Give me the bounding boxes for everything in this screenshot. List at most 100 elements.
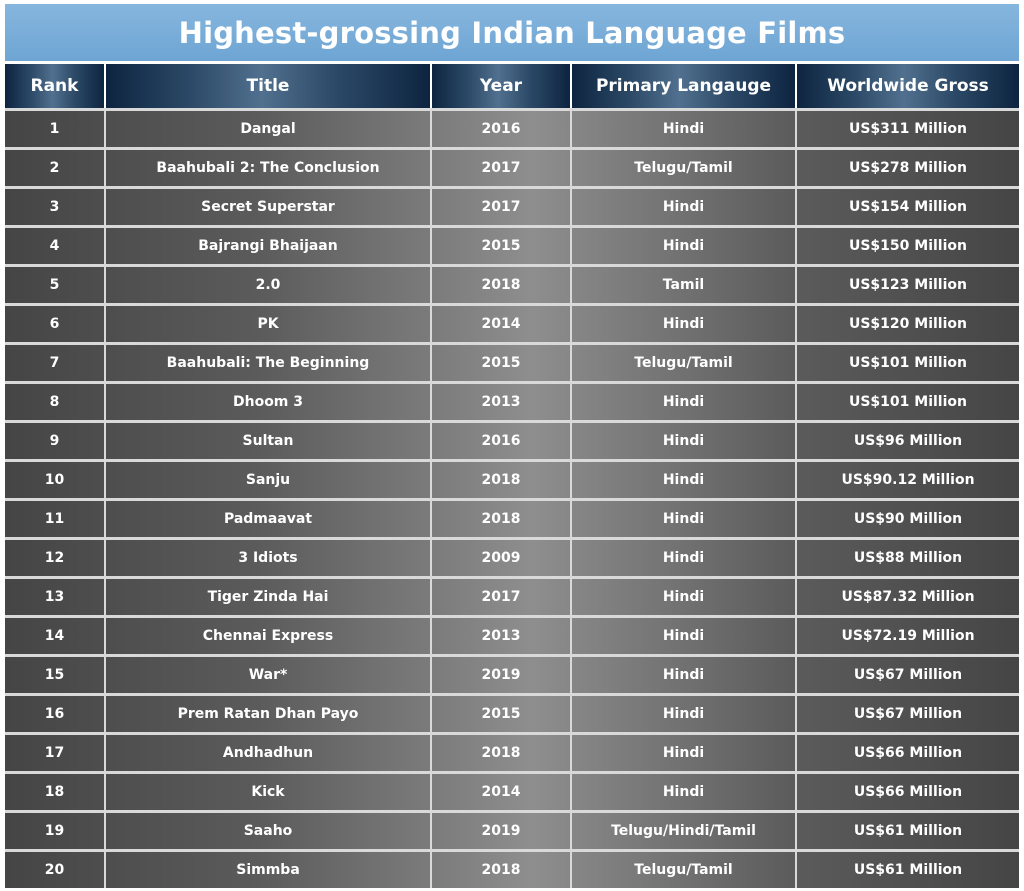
cell-language: Hindi [570, 459, 796, 500]
cell-year: 2017 [430, 147, 571, 188]
cell-year: 2013 [430, 615, 571, 656]
cell-gross: US$66 Million [795, 771, 1019, 812]
cell-gross: US$96 Million [795, 420, 1019, 461]
cell-gross: US$72.19 Million [795, 615, 1019, 656]
cell-year: 2016 [430, 420, 571, 461]
cell-title: Padmaavat [104, 498, 431, 539]
cell-language: Hindi [570, 537, 796, 578]
cell-year: 2014 [430, 771, 571, 812]
cell-rank: 8 [5, 381, 105, 422]
cell-rank: 6 [5, 303, 105, 344]
cell-rank: 7 [5, 342, 105, 383]
cell-title: Tiger Zinda Hai [104, 576, 431, 617]
cell-language: Hindi [570, 771, 796, 812]
cell-year: 2014 [430, 303, 571, 344]
cell-gross: US$278 Million [795, 147, 1019, 188]
table-row: 10 Sanju 2018 Hindi US$90.12 Million [5, 459, 1019, 500]
cell-rank: 1 [5, 108, 105, 149]
cell-gross: US$67 Million [795, 693, 1019, 734]
cell-gross: US$88 Million [795, 537, 1019, 578]
films-table: Rank Title Year Primary Langauge Worldwi… [5, 64, 1019, 888]
cell-language: Hindi [570, 225, 796, 266]
cell-title: Simmba [104, 849, 431, 888]
cell-rank: 9 [5, 420, 105, 461]
cell-title: Andhadhun [104, 732, 431, 773]
cell-title: Kick [104, 771, 431, 812]
cell-title: Sanju [104, 459, 431, 500]
table-row: 11 Padmaavat 2018 Hindi US$90 Million [5, 498, 1019, 539]
table-row: 2 Baahubali 2: The Conclusion 2017 Telugu/T… [5, 147, 1019, 188]
cell-rank: 3 [5, 186, 105, 227]
table-row: 17 Andhadhun 2018 Hindi US$66 Million [5, 732, 1019, 773]
cell-rank: 20 [5, 849, 105, 888]
cell-rank: 17 [5, 732, 105, 773]
cell-year: 2013 [430, 381, 571, 422]
table-frame: Highest-grossing Indian Language Films R… [5, 4, 1019, 888]
cell-language: Telugu/Tamil [570, 342, 796, 383]
cell-title: Chennai Express [104, 615, 431, 656]
table-row: 8 Dhoom 3 2013 Hindi US$101 Million [5, 381, 1019, 422]
cell-language: Hindi [570, 498, 796, 539]
table-row: 3 Secret Superstar 2017 Hindi US$154 Million [5, 186, 1019, 227]
cell-language: Hindi [570, 732, 796, 773]
cell-rank: 5 [5, 264, 105, 305]
cell-language: Telugu/Tamil [570, 147, 796, 188]
cell-year: 2009 [430, 537, 571, 578]
cell-language: Hindi [570, 108, 796, 149]
cell-language: Hindi [570, 303, 796, 344]
cell-gross: US$101 Million [795, 342, 1019, 383]
cell-title: 3 Idiots [104, 537, 431, 578]
cell-year: 2018 [430, 849, 571, 888]
table-row: 18 Kick 2014 Hindi US$66 Million [5, 771, 1019, 812]
table-row: 1 Dangal 2016 Hindi US$311 Million [5, 108, 1019, 149]
column-header-rank: Rank [5, 64, 105, 110]
cell-gross: US$61 Million [795, 810, 1019, 851]
cell-gross: US$150 Million [795, 225, 1019, 266]
table-row: 6 PK 2014 Hindi US$120 Million [5, 303, 1019, 344]
cell-language: Hindi [570, 381, 796, 422]
cell-rank: 19 [5, 810, 105, 851]
cell-language: Telugu/Tamil [570, 849, 796, 888]
table-row: 14 Chennai Express 2013 Hindi US$72.19 Milli… [5, 615, 1019, 656]
cell-rank: 18 [5, 771, 105, 812]
cell-year: 2017 [430, 186, 571, 227]
cell-year: 2019 [430, 810, 571, 851]
cell-rank: 10 [5, 459, 105, 500]
column-header-title: Title [104, 64, 431, 110]
cell-year: 2018 [430, 459, 571, 500]
cell-title: 2.0 [104, 264, 431, 305]
cell-gross: US$66 Million [795, 732, 1019, 773]
cell-title: War* [104, 654, 431, 695]
cell-title: Sultan [104, 420, 431, 461]
cell-title: Baahubali 2: The Conclusion [104, 147, 431, 188]
cell-title: Bajrangi Bhaijaan [104, 225, 431, 266]
cell-language: Telugu/Hindi/Tamil [570, 810, 796, 851]
header-row: Rank Title Year Primary Langauge Worldwi… [5, 64, 1019, 110]
table-row: 20 Simmba 2018 Telugu/Tamil US$61 Million [5, 849, 1019, 888]
table-title: Highest-grossing Indian Language Films [5, 4, 1019, 61]
table-row: 15 War* 2019 Hindi US$67 Million [5, 654, 1019, 695]
cell-language: Hindi [570, 693, 796, 734]
cell-rank: 14 [5, 615, 105, 656]
cell-title: Saaho [104, 810, 431, 851]
cell-rank: 12 [5, 537, 105, 578]
table-row: 7 Baahubali: The Beginning 2015 Telugu/Tami… [5, 342, 1019, 383]
cell-gross: US$123 Million [795, 264, 1019, 305]
table-body: 1 Dangal 2016 Hindi US$311 Million 2 Baahubali… [5, 108, 1019, 888]
cell-rank: 15 [5, 654, 105, 695]
cell-gross: US$90.12 Million [795, 459, 1019, 500]
cell-language: Hindi [570, 615, 796, 656]
table-row: 4 Bajrangi Bhaijaan 2015 Hindi US$150 Millio… [5, 225, 1019, 266]
cell-rank: 4 [5, 225, 105, 266]
table-row: 12 3 Idiots 2009 Hindi US$88 Million [5, 537, 1019, 578]
cell-gross: US$90 Million [795, 498, 1019, 539]
cell-rank: 2 [5, 147, 105, 188]
table-row: 16 Prem Ratan Dhan Payo 2015 Hindi US$67 Mil… [5, 693, 1019, 734]
column-header-gross: Worldwide Gross [795, 64, 1019, 110]
cell-gross: US$101 Million [795, 381, 1019, 422]
cell-language: Hindi [570, 420, 796, 461]
table-row: 5 2.0 2018 Tamil US$123 Million [5, 264, 1019, 305]
cell-year: 2015 [430, 342, 571, 383]
table-row: 13 Tiger Zinda Hai 2017 Hindi US$87.32 Milli… [5, 576, 1019, 617]
cell-year: 2018 [430, 732, 571, 773]
